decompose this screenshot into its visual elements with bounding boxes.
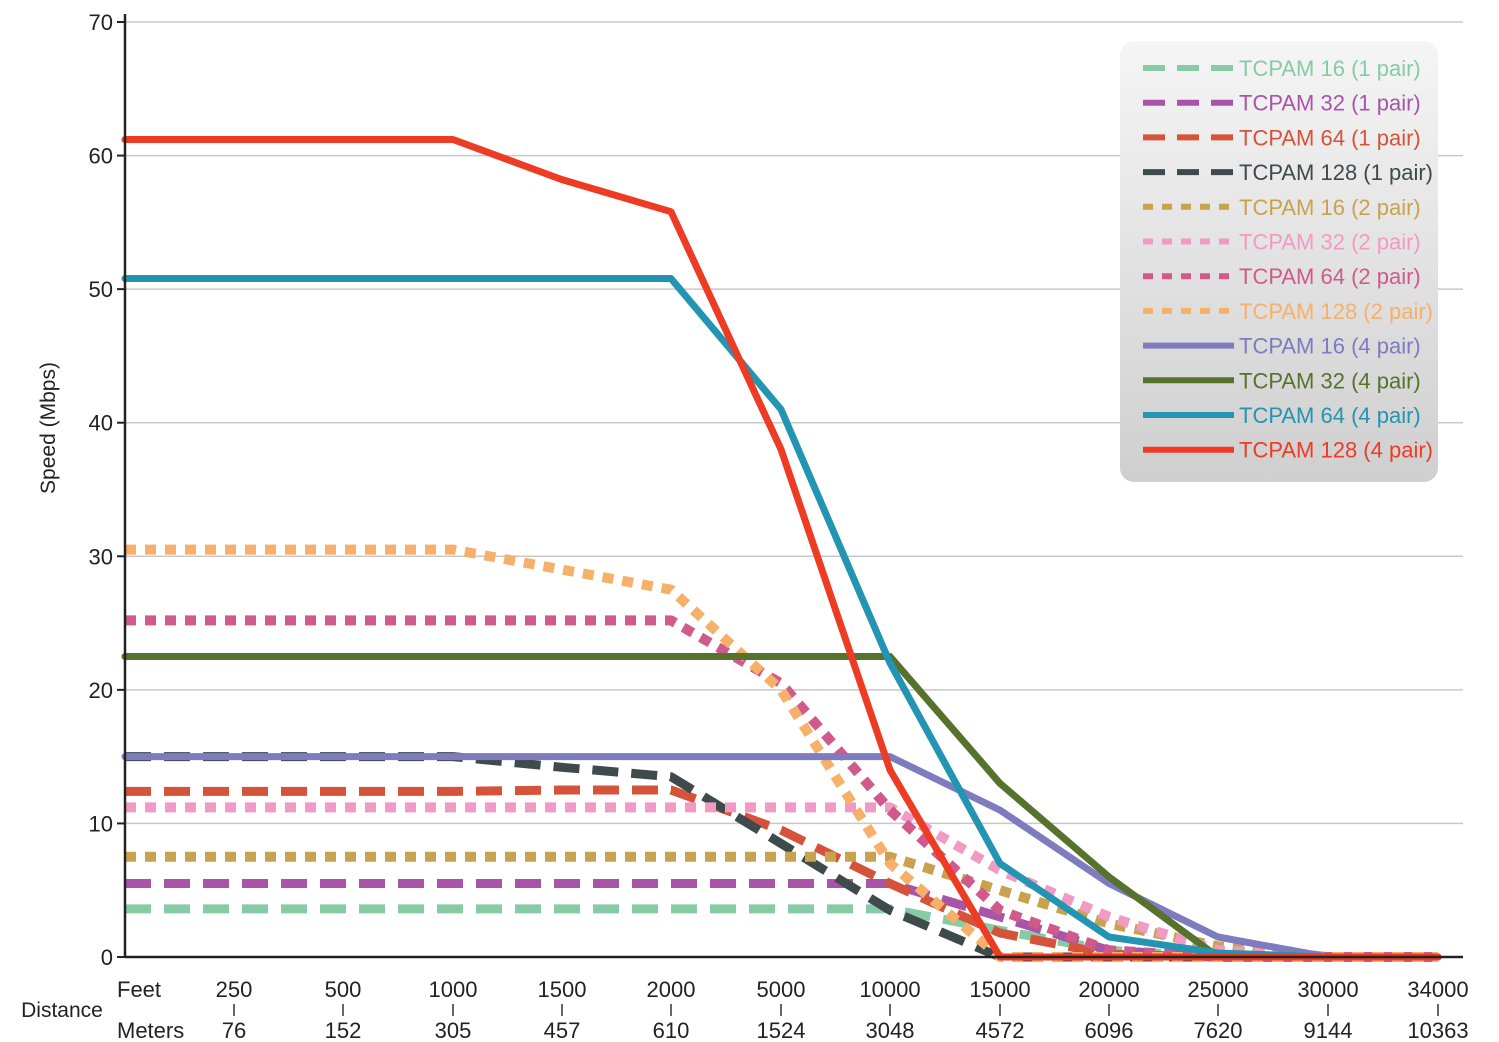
legend-label: TCPAM 128 (1 pair) [1239,160,1433,185]
y-tick-label: 30 [89,544,113,569]
legend-label: TCPAM 32 (1 pair) [1239,91,1421,116]
x-tick-label: 76 [222,1018,246,1042]
legend: TCPAM 16 (1 pair) TCPAM 32 (1 pair) TCPAM … [1120,41,1438,482]
x-tick-label: 457 [544,1018,581,1042]
x-tick-label: 1000 [429,977,478,1002]
x-tick-label: 250 [216,977,253,1002]
axes: 0 10 20 30 40 50 60 70 Feet 250 500 1000 1500 2000 500… [89,10,1469,1042]
x-tick-label: 10363 [1407,1018,1468,1042]
legend-label: TCPAM 128 (2 pair) [1239,299,1433,324]
x-tick-label: 7620 [1194,1018,1243,1042]
y-axis-title: Speed (Mbps) [37,362,60,494]
y-tick-label: 50 [89,277,113,302]
grid-lines [125,21,1463,825]
x-tick-label: 6096 [1085,1018,1134,1042]
x-tick-label: 3048 [866,1018,915,1042]
x-tick-label: 30000 [1297,977,1358,1002]
x-tick-label: 2000 [647,977,696,1002]
x-row-label: Feet [117,977,161,1002]
y-tick-label: 0 [101,945,113,970]
x-tick-label: 20000 [1078,977,1139,1002]
legend-label: TCPAM 32 (4 pair) [1239,368,1421,393]
y-tick-label: 60 [89,144,113,169]
x-tick-label: 10000 [859,977,920,1002]
y-tick-label: 70 [89,10,113,35]
x-row-label: Meters [117,1018,184,1042]
y-tick-label: 40 [89,411,113,436]
y-tick-label: 10 [89,811,113,836]
x-tick-label: 305 [435,1018,472,1042]
legend-label: TCPAM 16 (4 pair) [1239,334,1421,359]
x-tick-label: 152 [325,1018,362,1042]
series-line [121,753,1442,961]
legend-label: TCPAM 64 (2 pair) [1239,264,1421,289]
legend-label: TCPAM 32 (2 pair) [1239,230,1421,255]
legend-label: TCPAM 64 (1 pair) [1239,125,1421,150]
legend-label: TCPAM 16 (2 pair) [1239,195,1421,220]
legend-label: TCPAM 16 (1 pair) [1239,56,1421,81]
legend-box [1120,41,1438,482]
x-tick-label: 25000 [1187,977,1248,1002]
x-tick-label: 1500 [538,977,587,1002]
x-tick-label: 34000 [1407,977,1468,1002]
legend-label: TCPAM 128 (4 pair) [1239,438,1433,463]
series-line [125,785,1438,962]
x-tick-label: 610 [653,1018,690,1042]
x-axis-title: Distance [21,999,103,1022]
y-tick-label: 20 [89,678,113,703]
series-line [121,275,1442,961]
x-tick-label: 9144 [1304,1018,1353,1042]
x-tick-label: 4572 [976,1018,1025,1042]
x-tick-label: 500 [325,977,362,1002]
x-tick-label: 1524 [757,1018,806,1042]
legend-label: TCPAM 64 (4 pair) [1239,403,1421,428]
x-tick-label: 15000 [969,977,1030,1002]
x-tick-label: 5000 [757,977,806,1002]
series-line [125,752,1438,962]
